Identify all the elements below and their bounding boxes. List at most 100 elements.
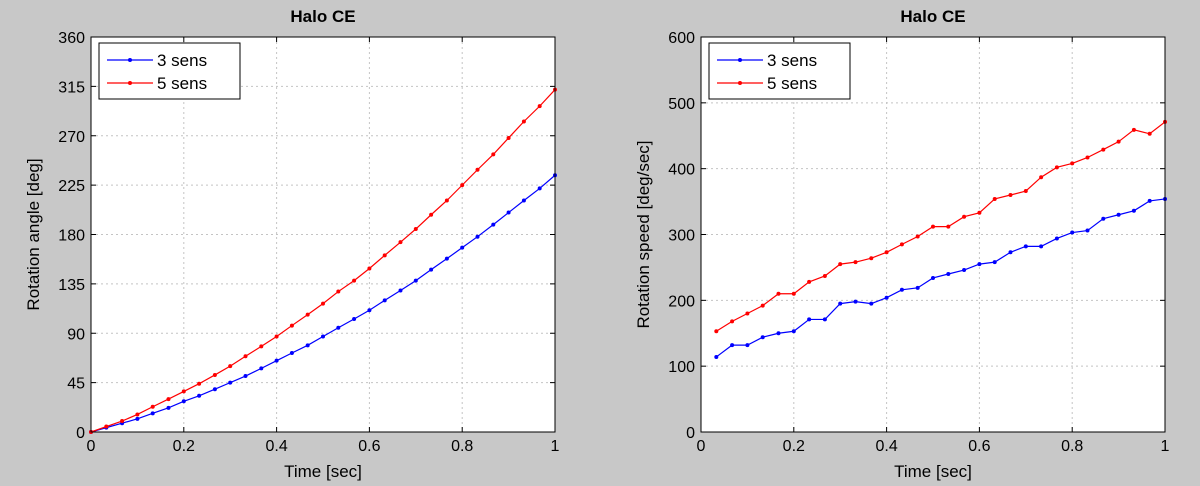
data-point (212, 387, 217, 392)
data-point (962, 268, 967, 273)
x-tick-label: 0.6 (358, 438, 380, 455)
data-point (1039, 244, 1044, 249)
x-tick-label: 0.2 (173, 438, 195, 455)
data-point (352, 316, 357, 321)
data-point (1054, 236, 1059, 241)
data-point (853, 260, 858, 265)
legend-marker (128, 58, 132, 62)
data-point (506, 135, 511, 140)
y-tick-label: 225 (58, 178, 85, 195)
x-tick-label: 0.8 (1061, 438, 1083, 455)
data-point (899, 287, 904, 292)
data-point (305, 343, 310, 348)
data-point (367, 308, 372, 313)
axes-box (90, 36, 556, 433)
data-point (259, 344, 264, 349)
data-point (491, 152, 496, 157)
y-tick-label: 45 (67, 376, 85, 393)
data-point (150, 411, 155, 416)
data-point (104, 424, 109, 429)
y-axis-label: Rotation angle [deg] (24, 158, 43, 310)
data-point (460, 183, 465, 188)
data-point (1085, 155, 1090, 160)
y-tick-label: 100 (668, 359, 695, 376)
data-point (915, 285, 920, 290)
data-point (274, 334, 279, 339)
data-point (398, 240, 403, 245)
data-point (429, 212, 434, 217)
data-point (259, 366, 264, 371)
data-point (537, 186, 542, 191)
data-point (822, 317, 827, 322)
data-point (305, 312, 310, 317)
chart-2: 0 0.2 0.4 0.6 0.8 1 0 100 200 300 400 500 600 Halo CE… (634, 7, 1170, 481)
data-point (429, 267, 434, 272)
data-point (760, 303, 765, 308)
data-point (181, 389, 186, 394)
data-point (321, 301, 325, 306)
y-tick-label: 135 (58, 277, 85, 294)
data-point (1070, 230, 1075, 235)
data-point (150, 404, 155, 409)
data-point (745, 311, 750, 316)
x-tick-label: 0.8 (451, 438, 473, 455)
data-point (962, 214, 967, 219)
data-point (869, 301, 874, 306)
x-tick-label: 0.4 (875, 438, 897, 455)
legend-box (98, 42, 241, 100)
data-point (413, 278, 418, 283)
data-point (166, 397, 171, 402)
data-point (521, 198, 526, 203)
series-line-5-sens (715, 121, 1166, 332)
data-point (714, 354, 719, 359)
legend-label: 5 sens (157, 74, 207, 93)
x-tick-label: 0 (87, 438, 96, 455)
data-point (1085, 228, 1090, 233)
data-point (135, 412, 140, 417)
data-point (382, 253, 387, 258)
data-point (822, 273, 827, 278)
data-point (135, 416, 140, 421)
data-point (745, 343, 750, 348)
x-tick-label: 1 (551, 438, 560, 455)
data-point (228, 380, 233, 385)
data-point (730, 343, 735, 348)
axes-box (700, 36, 1166, 433)
data-point (931, 224, 935, 229)
data-point (274, 358, 279, 363)
data-point (838, 301, 843, 306)
y-tick-label: 400 (668, 162, 695, 179)
data-point (1131, 208, 1136, 213)
data-point (475, 234, 480, 239)
y-tick-label: 200 (668, 293, 695, 310)
data-point (1070, 161, 1075, 166)
data-point (884, 295, 889, 300)
legend-label: 5 sens (767, 74, 817, 93)
data-point (791, 329, 796, 334)
x-tick-label: 0.6 (968, 438, 990, 455)
data-point (444, 256, 449, 261)
data-point (869, 256, 874, 261)
data-point (992, 196, 997, 201)
legend-marker (128, 81, 132, 85)
data-point (1008, 250, 1013, 255)
data-point (838, 262, 843, 267)
legend: 3 sens 5 sens (98, 42, 241, 100)
data-point (1147, 198, 1152, 203)
data-point (776, 291, 781, 296)
data-point (931, 275, 935, 280)
x-tick-label: 1 (1161, 438, 1170, 455)
data-point (1008, 193, 1013, 197)
data-point (228, 364, 233, 369)
data-point (1023, 244, 1028, 249)
y-axis-label: Rotation speed [deg/sec] (634, 140, 653, 328)
data-point (444, 198, 449, 203)
y-tick-label: 0 (686, 425, 695, 442)
data-point (491, 222, 496, 227)
data-point (537, 104, 542, 109)
legend-label: 3 sens (767, 51, 817, 70)
y-tick-label: 270 (58, 129, 85, 146)
legend-label: 3 sens (157, 51, 207, 70)
data-point (776, 331, 781, 336)
data-point (289, 323, 294, 328)
